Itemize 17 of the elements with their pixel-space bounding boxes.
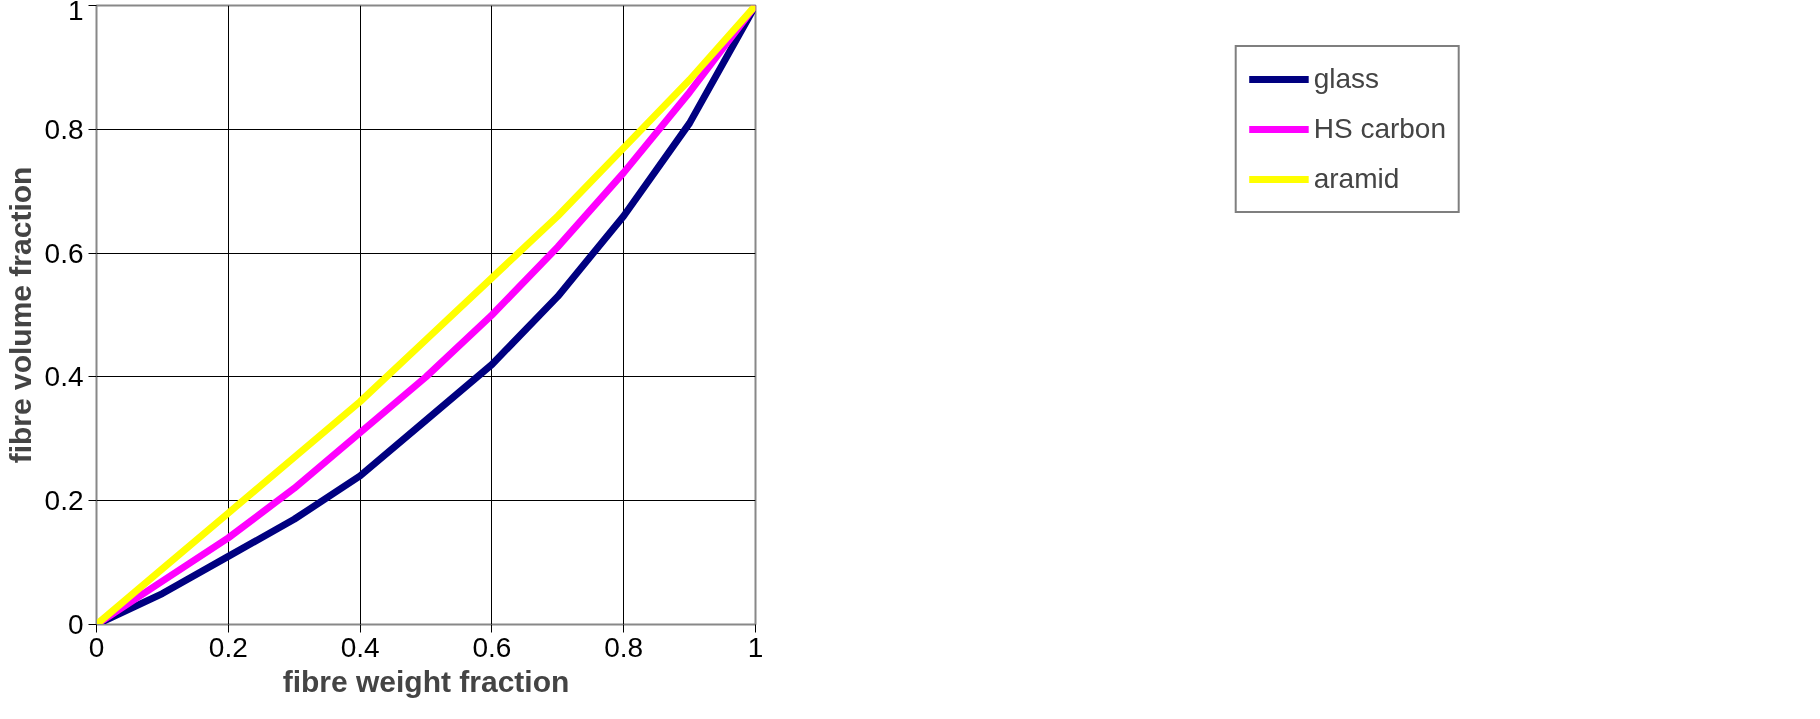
y-tick-label: 0.4	[44, 361, 84, 393]
legend-label: aramid	[1313, 162, 1400, 196]
x-tick-label: 0.4	[340, 631, 380, 663]
x-tick-label: 0.8	[604, 631, 644, 663]
x-tick-label: 1	[747, 631, 764, 663]
x-axis-title: fibre weight fraction	[282, 664, 570, 698]
x-tick-label: 0	[88, 631, 105, 663]
legend-label: HS carbon	[1313, 112, 1446, 146]
y-tick-label: 0	[67, 609, 84, 640]
y-tick-label: 0.6	[44, 237, 84, 269]
y-tick-label: 1	[67, 0, 84, 26]
y-axis-title: fibre volume fraction	[3, 166, 37, 464]
legend-label: glass	[1313, 62, 1380, 96]
y-tick-label: 0.2	[44, 485, 84, 517]
x-tick-label: 0.2	[208, 631, 248, 663]
x-tick-label: 0.6	[472, 631, 512, 663]
y-tick-label: 0.8	[44, 113, 84, 145]
